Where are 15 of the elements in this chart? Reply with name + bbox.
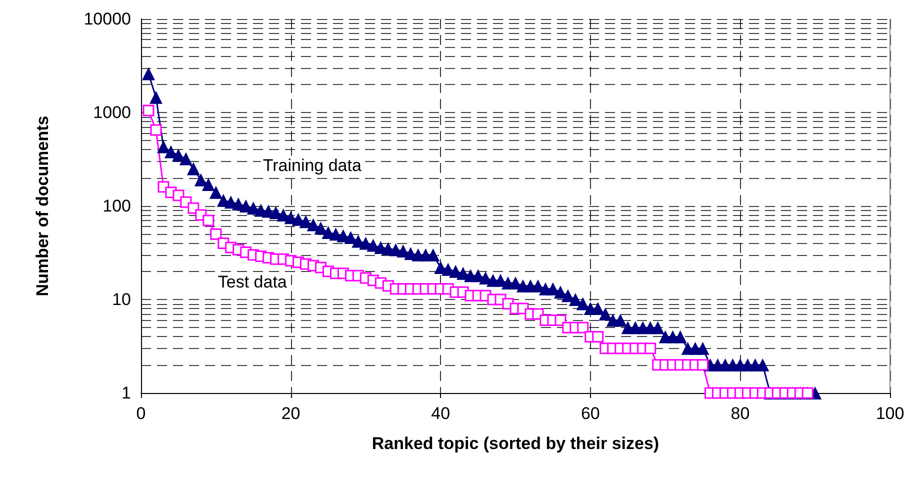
series-label: Training data: [262, 156, 362, 175]
y-axis-title: Number of documents: [33, 116, 52, 296]
x-tick-label: 0: [136, 404, 146, 423]
y-tick-label: 10000: [84, 10, 131, 28]
y-tick-label: 1000: [93, 103, 131, 122]
series-label: Test data: [218, 272, 288, 292]
y-tick-label: 1: [122, 384, 131, 402]
x-axis-title: Ranked topic (sorted by their sizes): [372, 434, 660, 453]
x-tick-label: 60: [580, 404, 600, 423]
x-tick-label: 40: [431, 404, 450, 423]
x-tick-label: 100: [876, 404, 904, 423]
y-tick-label: 10: [112, 290, 131, 309]
x-tick-label: 20: [281, 404, 300, 423]
y-tick-label: 100: [102, 196, 131, 216]
x-tick-label: 80: [730, 404, 750, 423]
